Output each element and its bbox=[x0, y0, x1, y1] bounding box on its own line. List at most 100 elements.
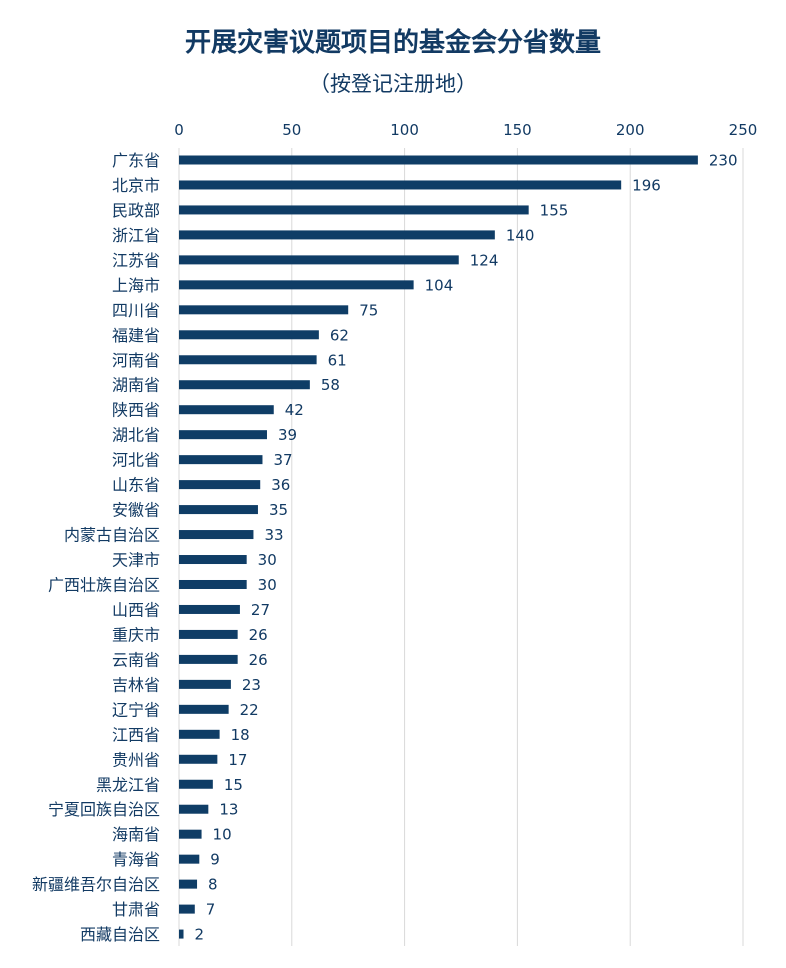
bar bbox=[179, 704, 229, 714]
value-label: 8 bbox=[208, 876, 218, 894]
bar bbox=[179, 729, 220, 739]
x-tick-label: 50 bbox=[282, 121, 301, 139]
value-label: 17 bbox=[228, 751, 247, 769]
bar bbox=[179, 305, 349, 315]
bar bbox=[179, 330, 319, 340]
bar bbox=[179, 355, 317, 365]
bar bbox=[179, 754, 218, 764]
value-label: 7 bbox=[206, 901, 216, 919]
chart-title: 开展灾害议题项目的基金会分省数量 bbox=[184, 28, 601, 58]
bar bbox=[179, 155, 698, 165]
category-label: 河南省 bbox=[112, 351, 160, 370]
bar bbox=[179, 405, 274, 415]
chart-subtitle: （按登记注册地） bbox=[309, 72, 477, 96]
category-label: 甘肃省 bbox=[112, 900, 160, 919]
bar bbox=[179, 779, 213, 789]
category-label: 江西省 bbox=[112, 725, 160, 744]
value-label: 61 bbox=[328, 351, 347, 369]
bar bbox=[179, 505, 258, 515]
value-label: 2 bbox=[195, 926, 205, 944]
category-label: 黑龙江省 bbox=[96, 775, 160, 794]
category-label: 广西壮族自治区 bbox=[48, 575, 160, 594]
value-label: 196 bbox=[632, 176, 661, 194]
bar bbox=[179, 879, 198, 889]
bar bbox=[179, 180, 622, 190]
value-label: 10 bbox=[213, 826, 232, 844]
value-label: 22 bbox=[240, 701, 259, 719]
bar bbox=[179, 530, 254, 540]
value-label: 18 bbox=[231, 726, 250, 744]
bar bbox=[179, 804, 209, 814]
value-label: 33 bbox=[264, 526, 283, 544]
category-label: 贵州省 bbox=[112, 750, 160, 769]
value-label: 42 bbox=[285, 401, 304, 419]
category-label: 海南省 bbox=[112, 825, 160, 844]
bar bbox=[179, 604, 240, 614]
category-label: 新疆维吾尔自治区 bbox=[32, 875, 160, 894]
bar bbox=[179, 205, 529, 215]
x-tick-label: 100 bbox=[390, 121, 419, 139]
bar bbox=[179, 230, 495, 240]
value-label: 26 bbox=[249, 626, 268, 644]
value-label: 104 bbox=[425, 276, 454, 294]
category-label: 福建省 bbox=[112, 326, 160, 345]
value-label: 62 bbox=[330, 326, 349, 344]
value-label: 23 bbox=[242, 676, 261, 694]
value-label: 140 bbox=[506, 226, 535, 244]
value-label: 30 bbox=[258, 551, 277, 569]
category-label: 宁夏回族自治区 bbox=[48, 800, 160, 819]
value-label: 27 bbox=[251, 601, 270, 619]
x-tick-label: 250 bbox=[729, 121, 758, 139]
category-label: 内蒙古自治区 bbox=[64, 526, 160, 545]
value-label: 35 bbox=[269, 501, 288, 519]
category-label: 湖南省 bbox=[112, 376, 160, 395]
category-label: 吉林省 bbox=[112, 675, 160, 694]
bar bbox=[179, 380, 310, 390]
value-label: 124 bbox=[470, 251, 499, 269]
bar bbox=[179, 929, 184, 939]
value-label: 15 bbox=[224, 776, 243, 794]
category-label: 河北省 bbox=[112, 451, 160, 470]
bar bbox=[179, 280, 414, 290]
category-label: 云南省 bbox=[112, 650, 160, 669]
category-label: 陕西省 bbox=[112, 401, 160, 420]
bar bbox=[179, 829, 202, 839]
bar bbox=[179, 480, 261, 490]
category-label: 广东省 bbox=[112, 151, 160, 170]
category-label: 辽宁省 bbox=[112, 700, 160, 719]
value-label: 13 bbox=[219, 801, 238, 819]
category-label: 西藏自治区 bbox=[80, 925, 160, 944]
value-label: 75 bbox=[359, 301, 378, 319]
value-label: 9 bbox=[210, 851, 220, 869]
category-label: 湖北省 bbox=[112, 426, 160, 445]
value-label: 36 bbox=[271, 476, 290, 494]
bar bbox=[179, 654, 238, 664]
value-label: 230 bbox=[709, 152, 738, 170]
category-label: 山西省 bbox=[112, 600, 160, 619]
category-label: 青海省 bbox=[112, 850, 160, 869]
bar bbox=[179, 430, 267, 440]
bar bbox=[179, 579, 247, 589]
category-label: 天津市 bbox=[112, 551, 160, 570]
value-label: 39 bbox=[278, 426, 297, 444]
value-label: 58 bbox=[321, 376, 340, 394]
bar bbox=[179, 854, 200, 864]
category-label: 重庆市 bbox=[112, 625, 160, 644]
category-label: 上海市 bbox=[112, 276, 160, 295]
category-label: 四川省 bbox=[112, 301, 160, 320]
value-label: 26 bbox=[249, 651, 268, 669]
bar bbox=[179, 679, 231, 689]
category-label: 浙江省 bbox=[112, 226, 160, 245]
bar bbox=[179, 629, 238, 639]
x-tick-label: 0 bbox=[174, 121, 184, 139]
value-label: 155 bbox=[540, 201, 569, 219]
category-label: 江苏省 bbox=[112, 251, 160, 270]
x-tick-label: 200 bbox=[616, 121, 645, 139]
bar bbox=[179, 255, 459, 265]
category-label: 安徽省 bbox=[112, 501, 160, 520]
category-label: 民政部 bbox=[112, 201, 160, 220]
bar bbox=[179, 555, 247, 565]
bar bbox=[179, 455, 263, 465]
value-label: 30 bbox=[258, 576, 277, 594]
